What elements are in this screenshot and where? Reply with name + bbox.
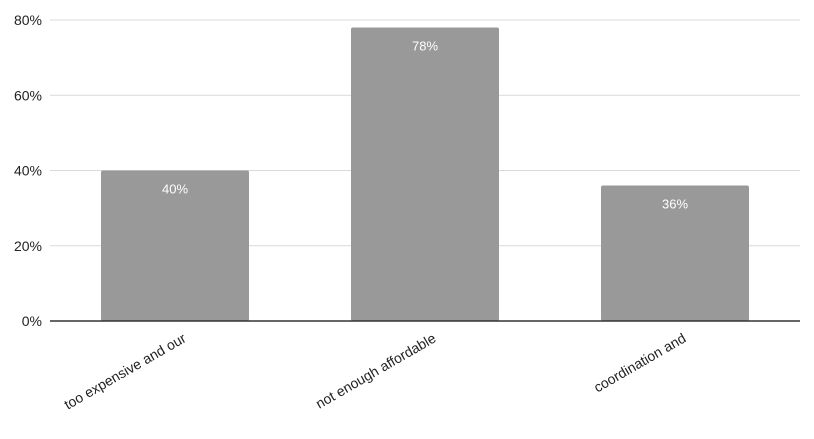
x-category-label: too expensive and our <box>61 330 189 413</box>
x-category-label: coordination and <box>591 330 689 396</box>
y-tick-label: 20% <box>14 238 42 254</box>
bar-data-label: 78% <box>412 39 438 54</box>
bar-data-label: 36% <box>662 197 688 212</box>
y-tick-label: 80% <box>14 12 42 28</box>
bar <box>601 185 749 321</box>
y-tick-label: 0% <box>22 313 42 329</box>
x-axis-categories: too expensive and our not enough affordab… <box>61 330 688 413</box>
bars: 40% 78% 36% <box>101 27 749 322</box>
y-tick-label: 60% <box>14 87 42 103</box>
x-category-label: not enough affordable <box>313 330 439 412</box>
bar <box>101 170 249 321</box>
y-axis-ticks: 0% 20% 40% 60% 80% <box>14 12 42 329</box>
y-tick-label: 40% <box>14 163 42 179</box>
bar-data-label: 40% <box>162 182 188 197</box>
bar <box>351 27 499 322</box>
